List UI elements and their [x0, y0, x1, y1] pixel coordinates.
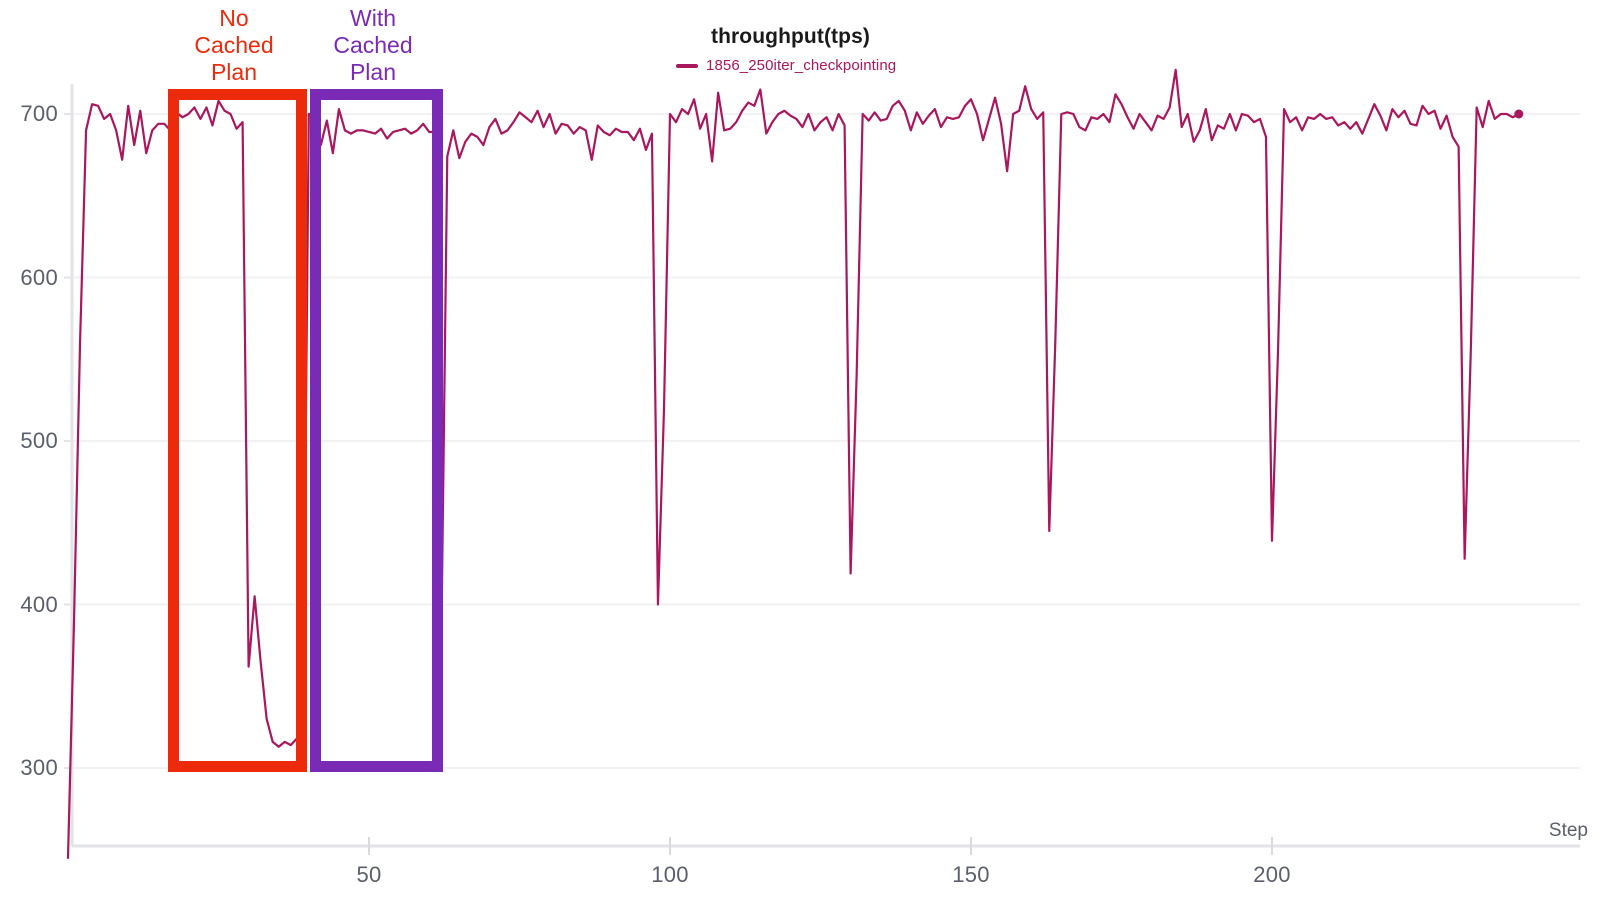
- annotation-box-no-cached-plan: [168, 89, 307, 772]
- chart-title: throughput(tps): [711, 25, 870, 48]
- annotation-label-no-cached-plan: No Cached Plan: [194, 5, 274, 85]
- y-tick-label-300: 300: [20, 755, 58, 780]
- annotation-box-with-cached-plan: [310, 89, 443, 772]
- legend-line-swatch: [676, 63, 698, 68]
- annotation-label-with-cached-plan: With Cached Plan: [333, 5, 413, 85]
- x-axis-title: Step: [1548, 820, 1588, 841]
- x-tick-label-50: 50: [356, 862, 382, 887]
- chart-legend[interactable]: 1856_250iter_checkpointing: [676, 57, 896, 74]
- x-tick-label-100: 100: [651, 862, 689, 887]
- y-tick-label-600: 600: [20, 264, 58, 290]
- y-tick-label-500: 500: [20, 428, 58, 453]
- y-tick-label-700: 700: [20, 101, 58, 126]
- x-tick-label-150: 150: [952, 862, 990, 887]
- x-tick-label-200: 200: [1253, 862, 1291, 887]
- legend-label-series-1: 1856_250iter_checkpointing: [706, 57, 897, 74]
- y-tick-label-400: 400: [20, 591, 58, 617]
